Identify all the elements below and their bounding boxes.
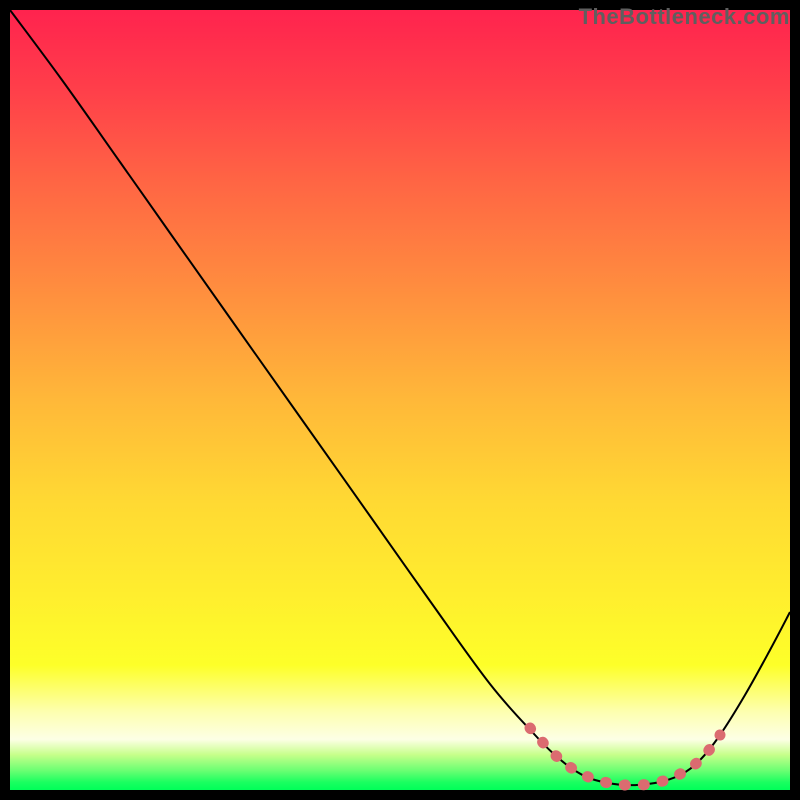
chart-container: TheBottleneck.com <box>0 0 800 800</box>
chart-svg <box>0 0 800 800</box>
watermark-text: TheBottleneck.com <box>579 4 790 30</box>
plot-background <box>10 10 790 790</box>
